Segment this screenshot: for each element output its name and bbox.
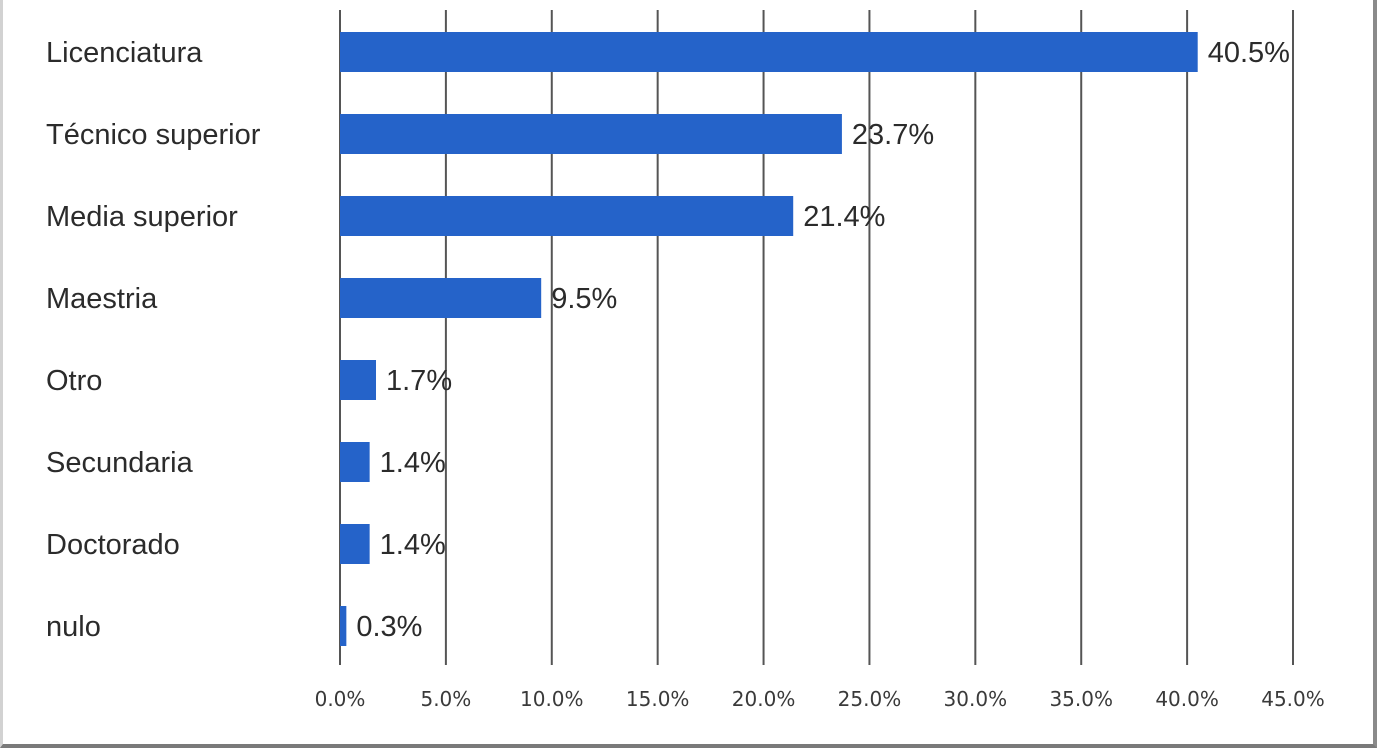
category-labels: Licenciatura Técnico superior Media superi… xyxy=(46,37,261,643)
x-tick-label: 10.0% xyxy=(520,687,584,711)
data-label: 1.4% xyxy=(380,529,446,561)
x-tick-label: 40.0% xyxy=(1155,687,1219,711)
bar xyxy=(340,524,370,564)
x-tick-label: 20.0% xyxy=(732,687,796,711)
x-tick-label: 0.0% xyxy=(315,687,366,711)
bar xyxy=(340,196,794,236)
x-tick-label: 5.0% xyxy=(420,687,471,711)
category-label: nulo xyxy=(46,611,101,643)
gridlines xyxy=(339,10,1294,665)
data-label: 1.7% xyxy=(386,365,452,397)
bar xyxy=(340,442,370,482)
data-label: 21.4% xyxy=(803,201,885,233)
x-tick-label: 45.0% xyxy=(1261,687,1325,711)
bar xyxy=(340,278,542,318)
x-tick-label: 15.0% xyxy=(626,687,690,711)
data-label: 23.7% xyxy=(852,119,934,151)
bar xyxy=(340,606,347,646)
data-label: 0.3% xyxy=(356,611,422,643)
category-label: Licenciatura xyxy=(46,37,203,69)
category-label: Otro xyxy=(46,365,102,397)
data-label: 40.5% xyxy=(1208,37,1290,69)
category-label: Doctorado xyxy=(46,529,180,561)
bar xyxy=(340,114,842,154)
x-tick-label: 35.0% xyxy=(1049,687,1113,711)
bar xyxy=(340,32,1198,72)
bar-chart: Licenciatura Técnico superior Media superi… xyxy=(46,10,1325,711)
bars xyxy=(340,32,1198,646)
category-label: Media superior xyxy=(46,201,238,233)
bar xyxy=(340,360,377,400)
x-tick-label: 25.0% xyxy=(838,687,902,711)
x-axis-tick-labels: 0.0% 5.0% 10.0% 15.0% 20.0% 25.0% 30.0% 35.0% 40… xyxy=(315,687,1325,711)
data-label: 9.5% xyxy=(551,283,617,315)
category-label: Secundaria xyxy=(46,447,194,479)
x-tick-label: 30.0% xyxy=(944,687,1008,711)
category-label: Técnico superior xyxy=(46,119,261,151)
data-labels: 40.5% 23.7% 21.4% 9.5% 1.7% 1.4% 1.4% 0.3% xyxy=(356,37,1290,643)
category-label: Maestria xyxy=(46,283,158,315)
data-label: 1.4% xyxy=(380,447,446,479)
